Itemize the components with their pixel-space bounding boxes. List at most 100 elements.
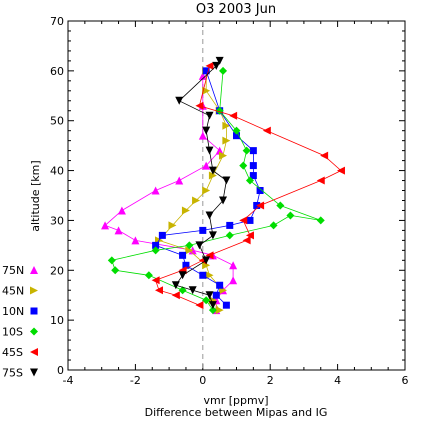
data-point xyxy=(175,96,184,105)
legend-marker xyxy=(30,348,38,356)
data-point xyxy=(316,176,325,185)
data-point xyxy=(202,186,211,195)
series-10s xyxy=(107,66,325,315)
data-point xyxy=(199,271,207,279)
data-point xyxy=(107,256,116,265)
data-point xyxy=(229,261,238,270)
data-point xyxy=(202,67,210,75)
data-point xyxy=(245,176,254,185)
x-tick-label: -4 xyxy=(63,374,74,387)
data-point xyxy=(320,151,329,160)
data-point xyxy=(239,216,248,225)
data-point xyxy=(215,146,224,155)
data-point xyxy=(205,146,214,155)
data-point xyxy=(229,276,238,285)
series-line xyxy=(175,60,227,306)
data-point xyxy=(262,126,271,135)
data-point xyxy=(195,241,204,250)
x-tick-label: 2 xyxy=(267,374,274,387)
x-tick-label: 0 xyxy=(199,374,206,387)
data-point xyxy=(195,301,204,310)
y-tick-label: 10 xyxy=(50,314,64,327)
data-point xyxy=(178,286,187,295)
data-point xyxy=(208,306,217,315)
legend: 75N 45N 10N 10S 45S 75S xyxy=(2,264,38,380)
data-point xyxy=(198,131,207,140)
data-point xyxy=(239,161,248,170)
data-point xyxy=(229,111,238,120)
data-point xyxy=(202,126,211,135)
data-point xyxy=(158,231,166,239)
series-line xyxy=(158,70,227,311)
data-point xyxy=(256,187,264,195)
legend-label: 10N xyxy=(2,305,24,318)
data-point xyxy=(131,236,140,245)
data-point xyxy=(114,226,123,235)
data-point xyxy=(151,246,160,255)
data-point xyxy=(202,261,211,270)
data-point xyxy=(205,111,214,120)
data-point xyxy=(185,246,194,255)
legend-marker xyxy=(30,307,38,315)
data-point xyxy=(202,296,211,305)
legend-label: 45N xyxy=(2,285,24,298)
x-axis-label: vmr [ppmv] xyxy=(203,394,268,407)
x-tick-label: -2 xyxy=(130,374,141,387)
data-point xyxy=(222,301,230,309)
data-point xyxy=(222,121,231,130)
y-tick-label: 0 xyxy=(57,364,64,377)
data-point xyxy=(192,196,201,205)
data-point xyxy=(205,291,214,300)
data-point xyxy=(219,196,228,205)
data-point xyxy=(202,161,211,170)
legend-label: 45S xyxy=(2,346,23,359)
series-75s xyxy=(171,56,231,310)
data-point xyxy=(249,162,257,170)
legend-label: 75S xyxy=(2,367,23,380)
y-tick-label: 60 xyxy=(50,65,64,78)
data-point xyxy=(286,211,295,220)
data-point xyxy=(202,86,211,95)
data-point xyxy=(246,216,254,224)
data-point xyxy=(202,256,211,265)
data-point xyxy=(168,221,177,230)
data-point xyxy=(316,216,325,225)
data-point xyxy=(208,171,217,180)
data-point xyxy=(256,201,265,210)
data-point xyxy=(179,251,187,259)
y-axis-label: altitude [km] xyxy=(29,160,42,231)
chart-title: O3 2003 Jun xyxy=(196,2,276,17)
data-point xyxy=(242,146,251,155)
data-point xyxy=(269,221,278,230)
plot-border xyxy=(67,20,406,371)
data-point xyxy=(212,291,220,299)
data-point xyxy=(222,136,231,145)
data-point xyxy=(101,221,110,230)
data-point xyxy=(175,176,184,185)
y-tick-label: 20 xyxy=(50,264,64,277)
data-point xyxy=(151,186,160,195)
data-point xyxy=(152,241,160,249)
data-point xyxy=(182,261,190,269)
data-point xyxy=(205,271,214,280)
data-point xyxy=(249,147,257,155)
legend-label: 10S xyxy=(2,326,23,339)
data-point xyxy=(276,201,285,210)
data-point xyxy=(188,286,197,295)
legend-marker xyxy=(30,286,38,295)
data-point xyxy=(225,231,234,240)
y-tick-label: 40 xyxy=(50,165,64,178)
data-point xyxy=(154,286,163,295)
legend-marker xyxy=(30,266,38,274)
data-point xyxy=(242,236,251,245)
legend-label: 75N xyxy=(2,264,24,277)
data-point xyxy=(117,206,126,215)
legend-marker xyxy=(30,327,38,336)
data-point xyxy=(232,126,241,135)
data-point xyxy=(205,251,214,260)
data-point xyxy=(208,231,217,240)
data-point xyxy=(151,276,160,285)
series-layer xyxy=(101,56,345,315)
y-tick-label: 30 xyxy=(50,214,64,227)
